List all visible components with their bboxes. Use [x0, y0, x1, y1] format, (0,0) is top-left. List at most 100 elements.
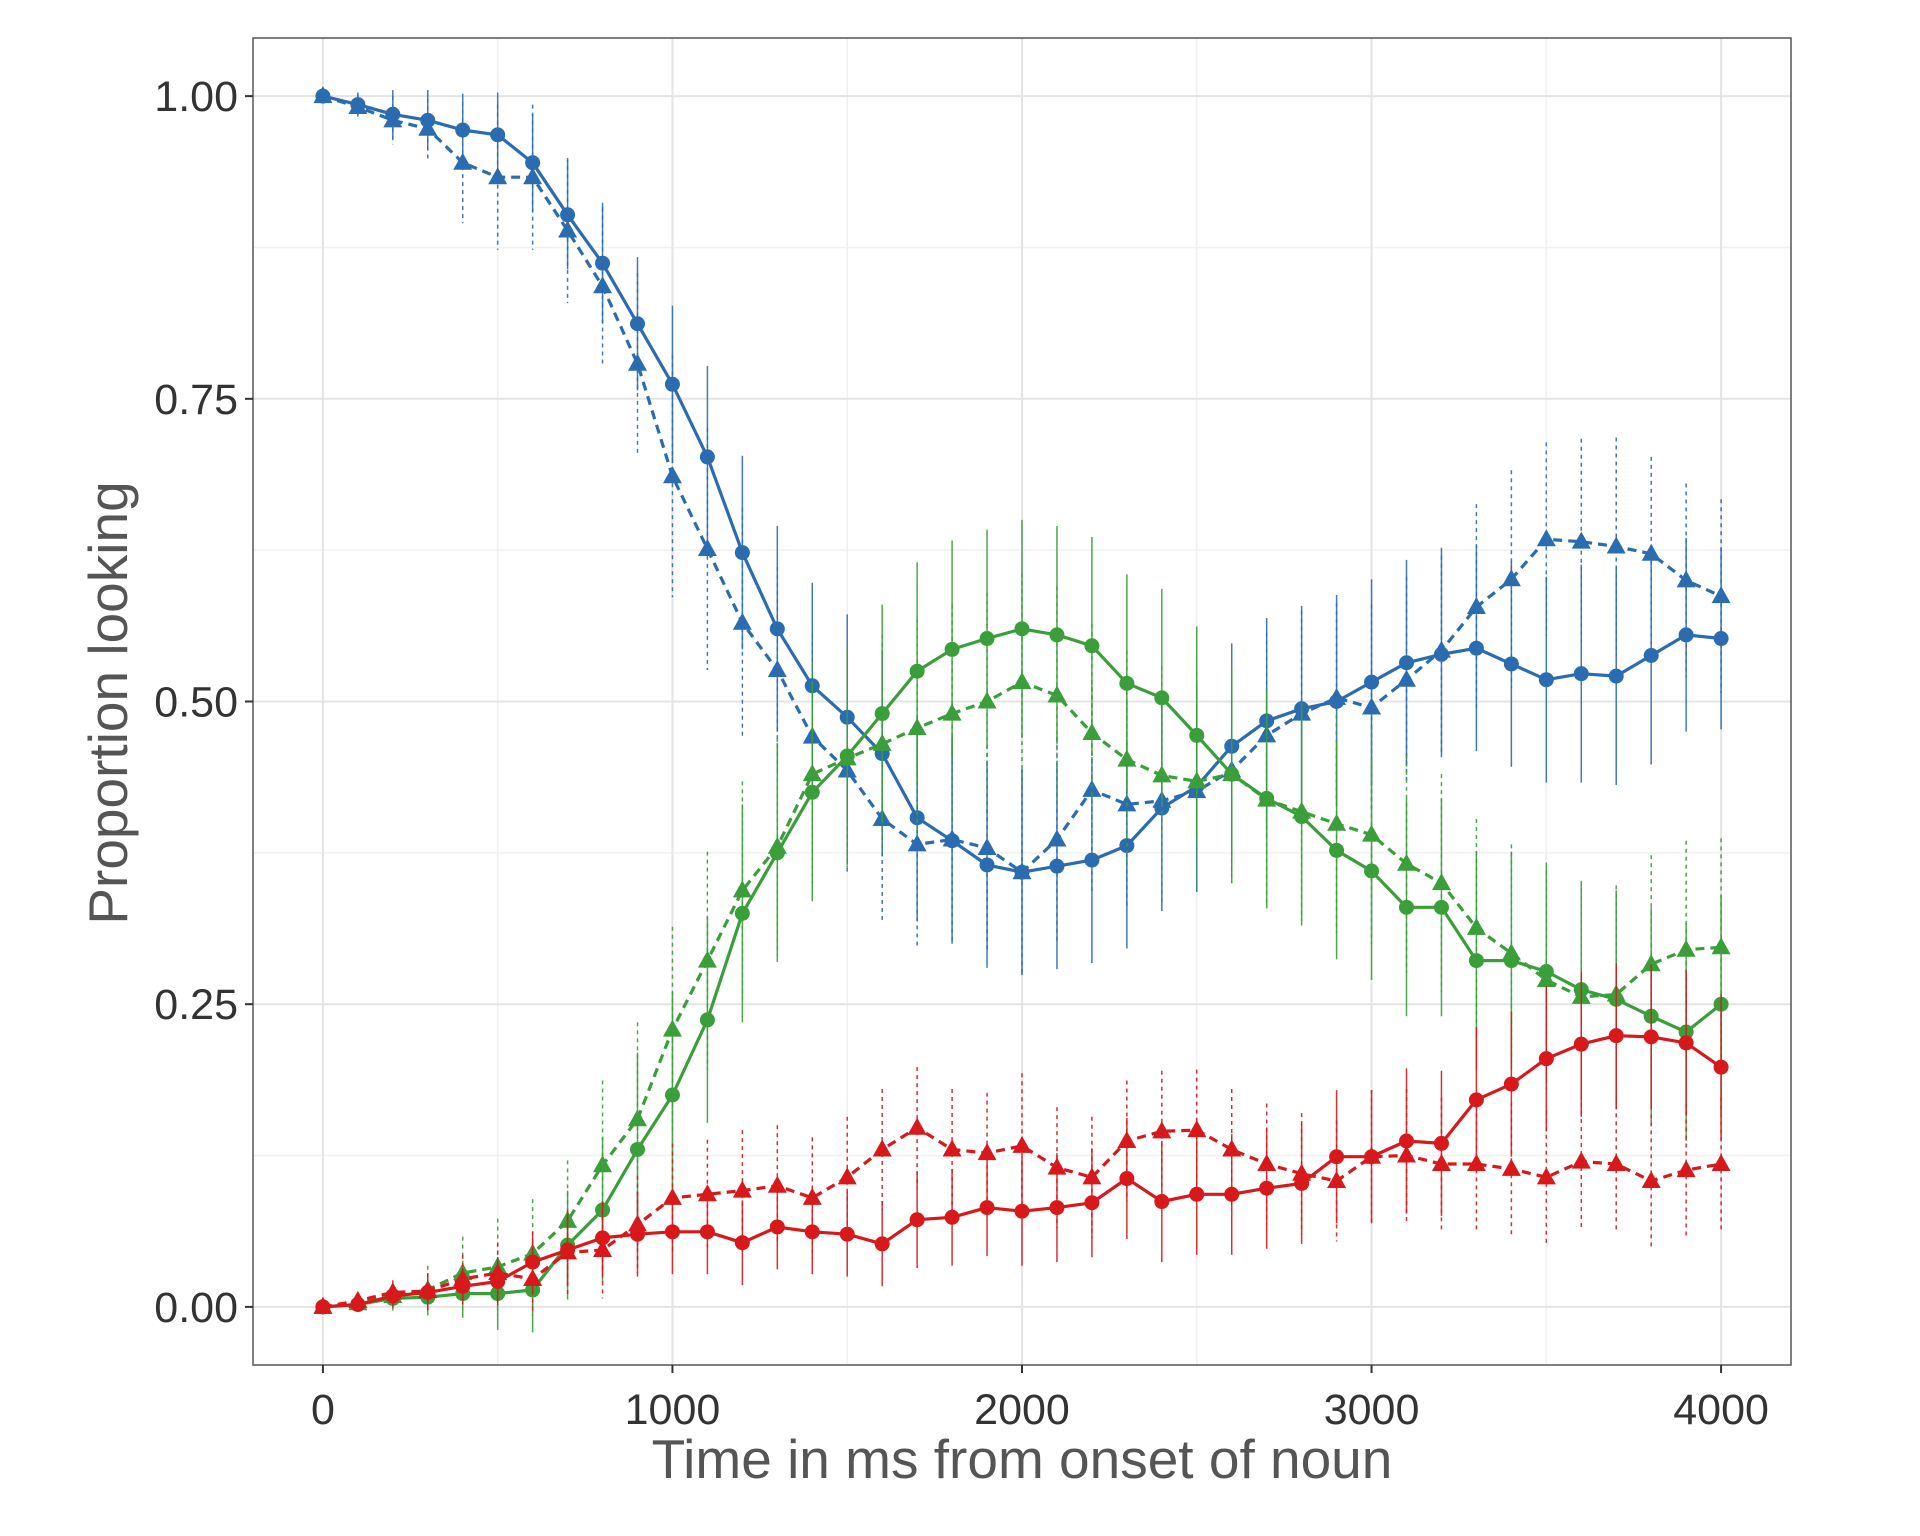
- data-point: [1327, 813, 1347, 831]
- data-point: [1399, 1133, 1414, 1149]
- data-point: [1257, 1154, 1277, 1172]
- data-point: [1152, 765, 1172, 783]
- data-point: [418, 1281, 438, 1299]
- data-point: [1711, 937, 1731, 955]
- data-point: [1259, 1180, 1275, 1196]
- data-point: [1362, 697, 1382, 715]
- data-point: [732, 1180, 752, 1198]
- data-point: [418, 118, 438, 136]
- data-point: [1084, 852, 1100, 868]
- data-point: [839, 1226, 855, 1242]
- data-point: [1082, 779, 1102, 797]
- data-point: [699, 449, 715, 465]
- data-point: [767, 1175, 787, 1193]
- data-point: [453, 152, 473, 170]
- y-tick-label: 0.50: [154, 679, 238, 727]
- data-point: [1329, 842, 1345, 858]
- data-point: [348, 1290, 368, 1308]
- x-axis-title: Time in ms from onset of noun: [652, 1428, 1393, 1490]
- x-tick-label: 3000: [1324, 1386, 1420, 1434]
- data-point: [628, 1214, 647, 1232]
- data-point: [767, 836, 787, 854]
- data-point: [628, 1109, 647, 1127]
- data-point: [977, 1143, 997, 1161]
- data-point: [1431, 640, 1451, 658]
- data-point: [837, 748, 857, 766]
- data-point: [1189, 727, 1205, 743]
- data-point: [1187, 771, 1207, 789]
- data-point: [1711, 1154, 1731, 1172]
- y-axis: 0.00 0.25 0.50 0.75 1.00: [154, 73, 253, 1332]
- data-point: [1608, 668, 1624, 684]
- data-point: [1397, 853, 1416, 871]
- data-point: [909, 810, 925, 826]
- data-point: [872, 733, 892, 751]
- data-point: [1608, 1028, 1624, 1044]
- data-point: [1397, 1145, 1416, 1163]
- data-point: [1466, 1154, 1486, 1172]
- data-point: [907, 718, 927, 736]
- data-point: [977, 691, 997, 709]
- series-layer: [313, 86, 1731, 1333]
- data-point: [732, 612, 752, 630]
- data-point: [1606, 536, 1626, 554]
- data-point: [595, 255, 611, 271]
- data-point: [1643, 1029, 1659, 1045]
- x-tick-label: 4000: [1673, 1386, 1769, 1434]
- data-point: [1501, 569, 1521, 587]
- data-point: [769, 1219, 785, 1235]
- data-point: [697, 950, 717, 968]
- x-tick-label: 2000: [974, 1386, 1070, 1434]
- data-point: [944, 641, 960, 657]
- data-point: [1676, 570, 1696, 588]
- data-point: [1468, 953, 1484, 969]
- data-point: [872, 1139, 892, 1157]
- data-point: [1082, 1167, 1102, 1185]
- data-point: [1678, 627, 1694, 643]
- data-point: [1711, 586, 1731, 604]
- data-point: [1641, 543, 1661, 561]
- data-point: [1012, 672, 1032, 690]
- data-point: [907, 834, 927, 852]
- data-point: [942, 829, 962, 847]
- data-point: [1257, 789, 1277, 807]
- data-point: [1431, 873, 1451, 891]
- data-point: [664, 376, 680, 392]
- data-point: [523, 167, 543, 185]
- data-point: [593, 276, 613, 294]
- data-point: [628, 353, 647, 371]
- x-tick-label: 0: [311, 1386, 335, 1434]
- data-point: [1536, 969, 1556, 987]
- data-point: [1154, 1194, 1170, 1210]
- data-point: [1431, 1154, 1451, 1172]
- y-tick-label: 0.75: [154, 376, 238, 424]
- data-point: [488, 167, 508, 185]
- data-point: [1362, 824, 1382, 842]
- data-point: [1329, 1149, 1345, 1165]
- data-point: [732, 880, 752, 898]
- data-point: [1084, 1195, 1100, 1211]
- data-point: [1292, 1163, 1312, 1181]
- data-point: [662, 1187, 682, 1205]
- data-point: [1713, 1059, 1729, 1075]
- data-point: [697, 538, 717, 556]
- data-point: [1571, 531, 1591, 549]
- data-point: [630, 1141, 645, 1157]
- data-point: [383, 1282, 403, 1300]
- data-point: [1571, 1151, 1591, 1169]
- data-point: [1641, 1170, 1661, 1188]
- data-point: [977, 838, 997, 856]
- data-point: [383, 110, 403, 128]
- data-point: [1117, 1131, 1137, 1149]
- data-point: [1047, 685, 1067, 703]
- data-point: [1676, 939, 1696, 957]
- data-point: [1292, 801, 1312, 819]
- data-point: [802, 1187, 822, 1205]
- data-point: [1641, 954, 1661, 972]
- x-axis: 0 1000 2000 3000 4000: [311, 1365, 1769, 1434]
- data-point: [1049, 1200, 1065, 1216]
- data-point: [1014, 621, 1030, 637]
- data-point: [1047, 829, 1067, 847]
